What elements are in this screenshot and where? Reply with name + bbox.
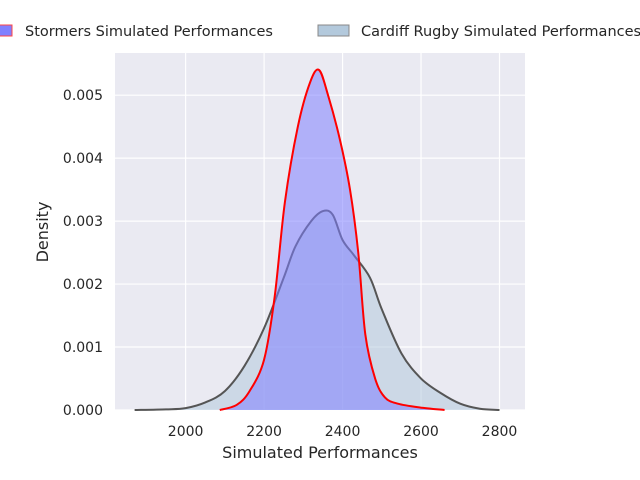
x-tick-label: 2200 xyxy=(246,424,282,440)
y-tick-label: 0.000 xyxy=(63,403,103,419)
density-area-stormers xyxy=(219,69,445,410)
x-axis-label: Simulated Performances xyxy=(222,443,418,462)
legend-label-stormers: Stormers Simulated Performances xyxy=(25,24,273,40)
legend-label-cardiff: Cardiff Rugby Simulated Performances xyxy=(361,24,640,40)
y-axis-label: Density xyxy=(33,202,52,263)
y-tick-label: 0.003 xyxy=(63,214,103,230)
legend-swatch-cardiff xyxy=(317,24,350,37)
x-tick-label: 2000 xyxy=(168,424,204,440)
x-tick-label: 2400 xyxy=(325,424,361,440)
density-line-stormers xyxy=(219,68,445,411)
y-tick-label: 0.005 xyxy=(63,88,103,104)
y-tick-label: 0.001 xyxy=(63,340,103,356)
y-tick-label: 0.002 xyxy=(63,277,103,293)
y-tick-label: 0.004 xyxy=(63,151,103,167)
legend-swatch-stormers xyxy=(0,24,13,37)
legend: Stormers Simulated Performances Cardiff … xyxy=(0,24,640,40)
x-tick-label: 2800 xyxy=(482,424,518,440)
x-tick-label: 2600 xyxy=(403,424,439,440)
